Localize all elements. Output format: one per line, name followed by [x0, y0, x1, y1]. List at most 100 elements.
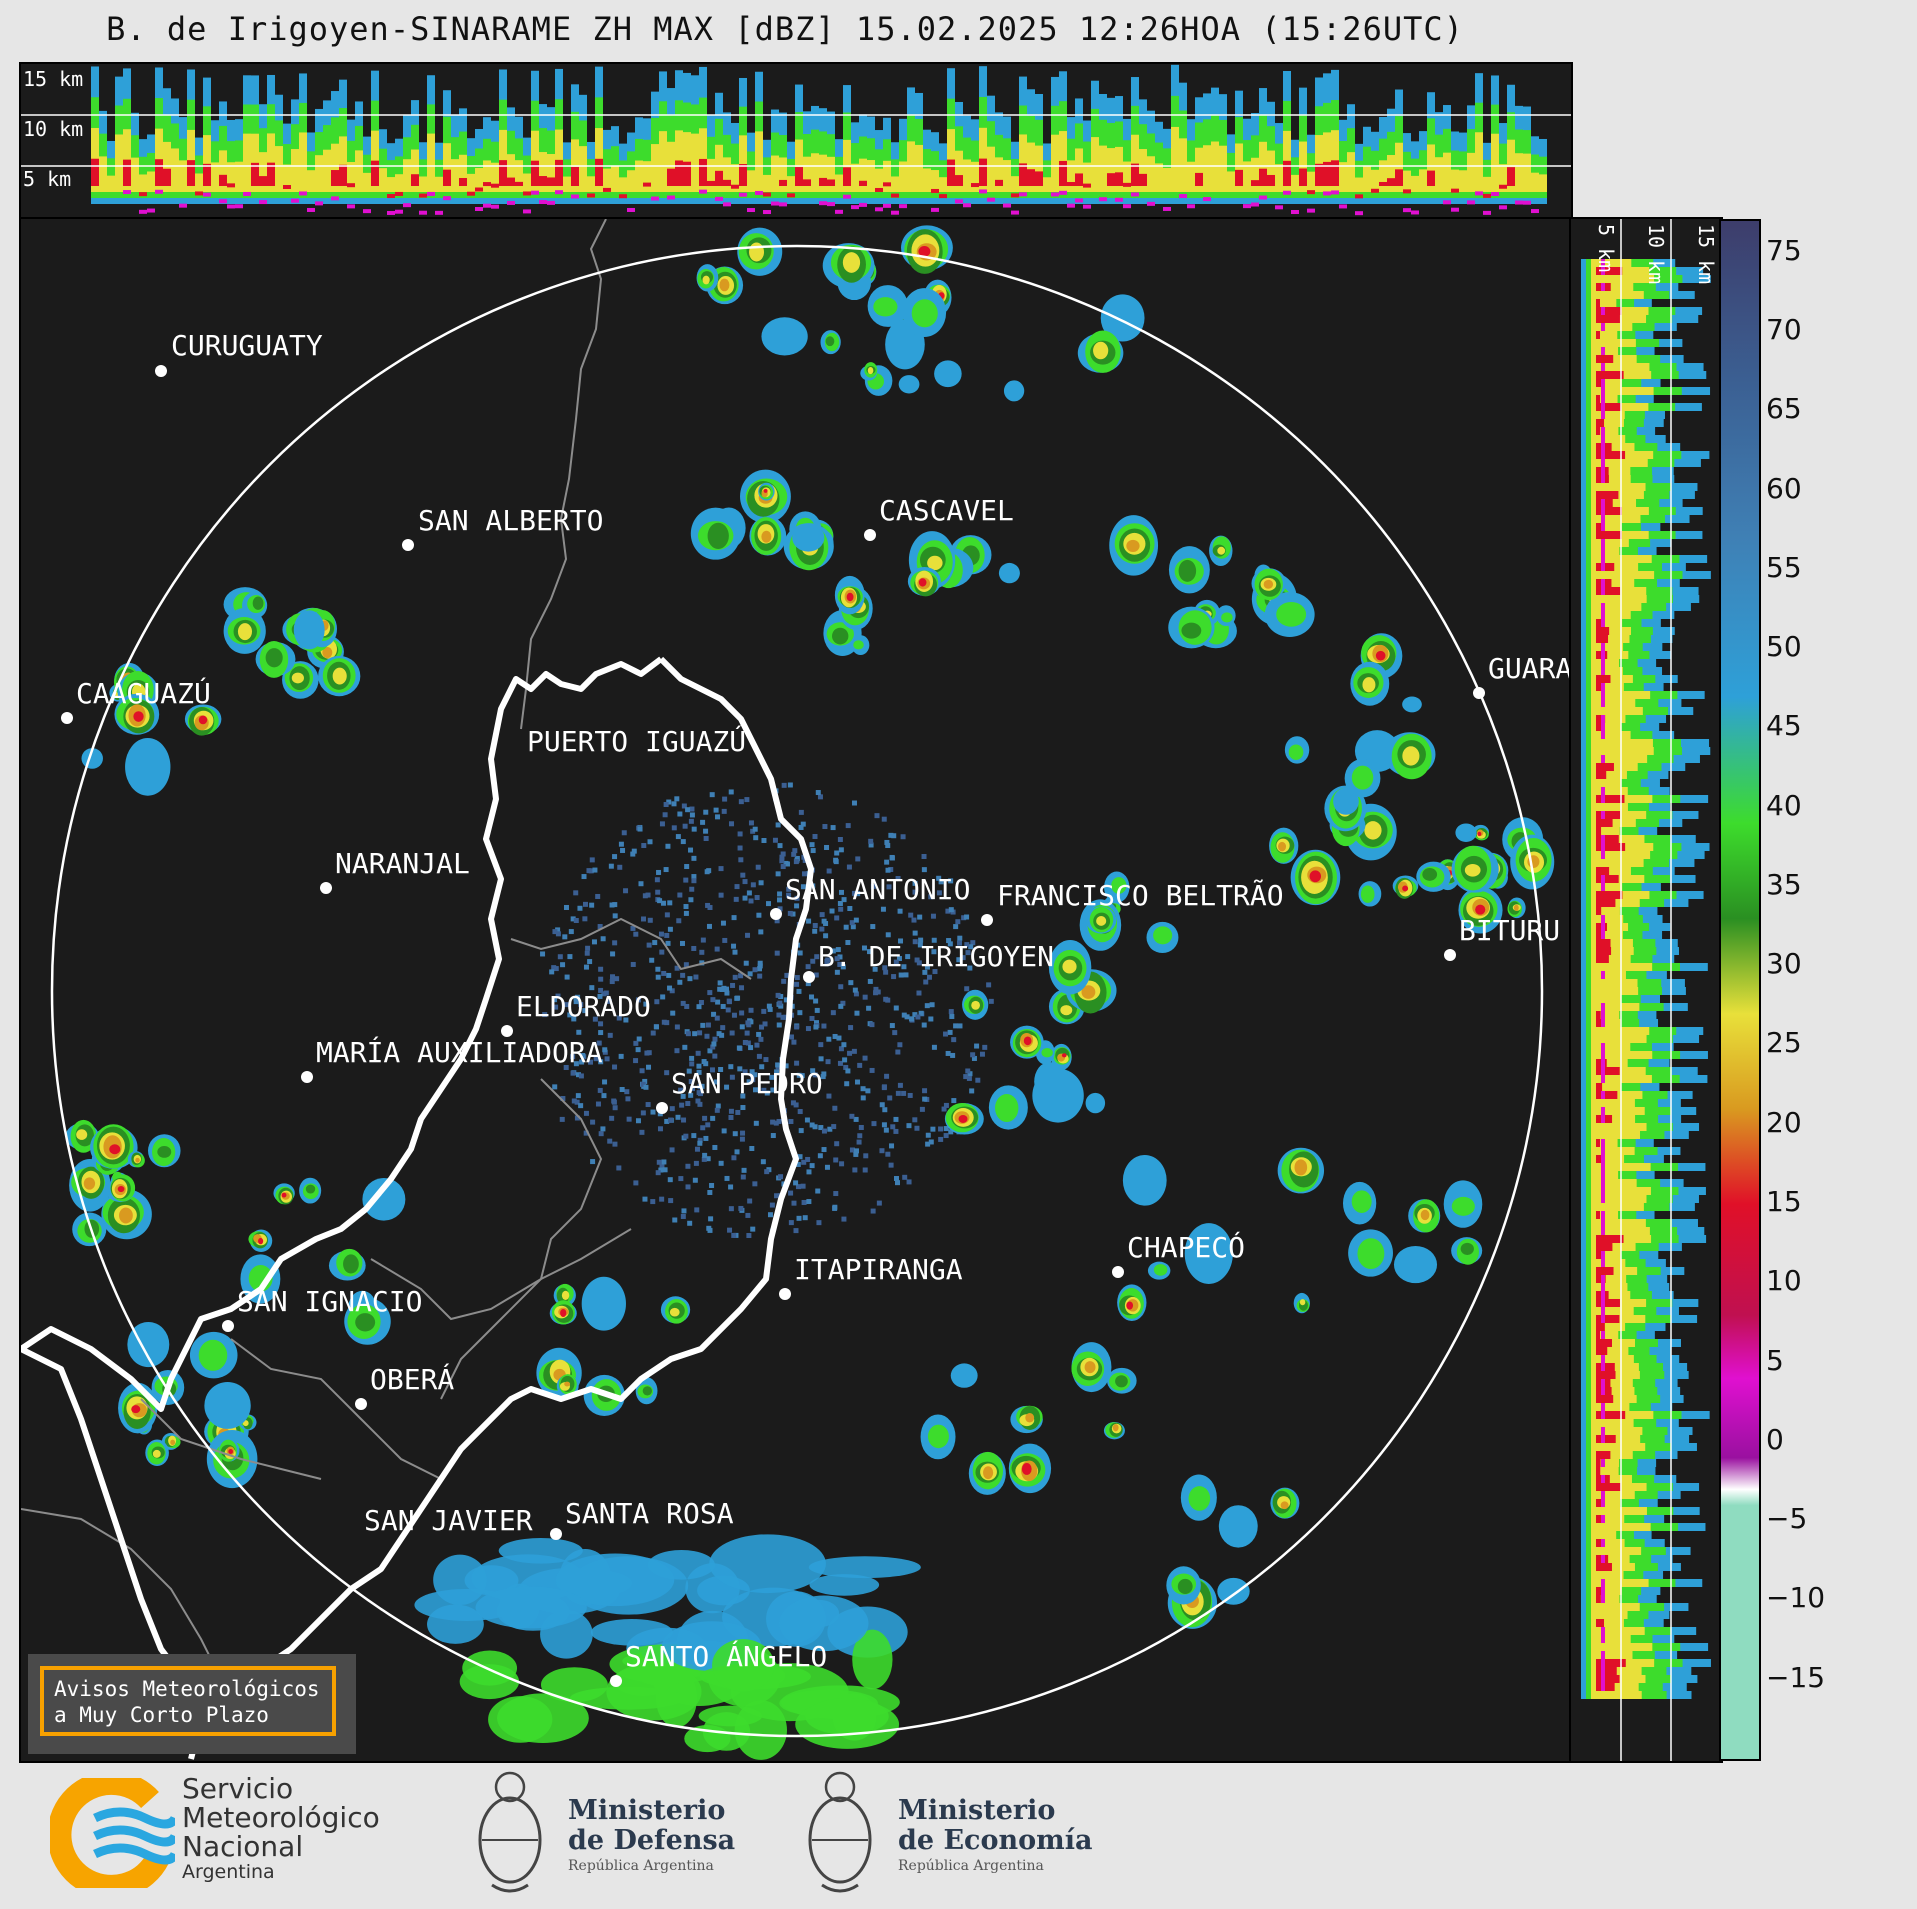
city-dot-bituru[interactable]	[1444, 949, 1456, 961]
top-echo-column	[1051, 134, 1059, 192]
stratiform-echo	[497, 1693, 589, 1743]
clutter-pixel	[772, 837, 778, 843]
top-echo-column	[1355, 194, 1363, 199]
radar-map[interactable]: CURUGUATY SAN ALBERTO CAAGUAZÚ CASCAVEL …	[19, 217, 1573, 1763]
clutter-pixel	[885, 867, 891, 873]
side-echo-row	[1591, 923, 1629, 931]
clutter-pixel	[948, 878, 954, 884]
clutter-pixel	[949, 1013, 955, 1019]
city-dot-guara[interactable]	[1473, 687, 1485, 699]
top-echo-column	[387, 194, 395, 199]
warning-box[interactable]: Avisos Meteorológicos a Muy Corto Plazo	[28, 1654, 356, 1754]
city-dot-naranjal[interactable]	[320, 882, 332, 894]
clutter-pixel	[740, 1174, 746, 1180]
side-echo-row	[1591, 723, 1622, 731]
top-echo-column	[1107, 148, 1115, 192]
clutter-pixel	[685, 1031, 691, 1037]
clutter-pixel	[564, 974, 570, 980]
clutter-pixel	[862, 994, 868, 1000]
clutter-pixel	[683, 877, 689, 883]
top-echo-column	[1251, 202, 1259, 207]
city-dot-eldorado[interactable]	[501, 1025, 513, 1037]
clutter-pixel	[854, 1148, 860, 1154]
clutter-pixel	[909, 1016, 915, 1022]
city-dot-itapiranga[interactable]	[779, 1288, 791, 1300]
clutter-pixel	[755, 864, 761, 870]
city-dot-san-antonio[interactable]	[770, 908, 782, 920]
clutter-pixel	[943, 1102, 949, 1108]
top-echo-column	[443, 196, 451, 201]
clutter-pixel	[750, 1226, 756, 1232]
top-echo-column	[219, 150, 227, 192]
top-echo-column	[1371, 169, 1379, 192]
clutter-pixel	[731, 1232, 737, 1238]
city-dot-san-alberto[interactable]	[402, 539, 414, 551]
clutter-pixel	[837, 1060, 843, 1066]
clutter-pixel	[647, 839, 653, 845]
top-echo-column	[803, 179, 811, 186]
side-echo-row	[1591, 699, 1636, 707]
city-dot-santo-angelo[interactable]	[610, 1675, 622, 1687]
echo-cell	[343, 1254, 359, 1274]
side-echo-row	[1591, 571, 1655, 579]
side-echo-row	[1591, 1243, 1636, 1251]
clutter-pixel	[661, 1159, 667, 1165]
defensa-line-3: República Argentina	[568, 1858, 714, 1874]
smn-line-2: Meteorológico	[182, 1801, 380, 1834]
city-dot-maria-auxiliadora[interactable]	[301, 1071, 313, 1083]
clutter-pixel	[812, 1072, 818, 1078]
clutter-pixel	[724, 990, 730, 996]
city-dot-cascavel[interactable]	[864, 529, 876, 541]
top-echo-column	[723, 202, 731, 207]
side-echo-row	[1591, 467, 1631, 475]
echo-cell	[1351, 1190, 1372, 1213]
top-echo-column	[347, 162, 355, 192]
echo-cell	[846, 592, 854, 602]
clutter-pixel	[598, 1021, 604, 1027]
side-echo-row	[1596, 1275, 1606, 1283]
clutter-pixel	[700, 819, 706, 825]
clutter-pixel	[795, 1161, 801, 1167]
top-echo-column	[1187, 204, 1195, 209]
city-dot-francisco-beltrao[interactable]	[981, 914, 993, 926]
side-echo-row	[1591, 475, 1631, 483]
clutter-pixel	[624, 1089, 630, 1095]
top-echo-column	[763, 174, 771, 192]
clutter-pixel	[845, 1068, 851, 1074]
side-echo-row	[1591, 1147, 1635, 1155]
clutter-pixel	[912, 939, 918, 945]
clutter-pixel	[767, 1006, 773, 1012]
clutter-pixel	[680, 972, 686, 978]
city-dot-san-pedro[interactable]	[656, 1102, 668, 1114]
clutter-pixel	[885, 932, 891, 938]
top-echo-column	[1451, 188, 1459, 193]
city-dot-curuguaty[interactable]	[155, 365, 167, 377]
clutter-pixel	[806, 918, 812, 924]
clutter-pixel	[691, 1133, 697, 1139]
city-dot-santa-rosa[interactable]	[550, 1528, 562, 1540]
side-echo-row	[1591, 1395, 1637, 1403]
clutter-pixel	[869, 1022, 875, 1028]
city-dot-caaguazu[interactable]	[61, 712, 73, 724]
top-echo-column	[1283, 160, 1291, 186]
clutter-pixel	[838, 847, 844, 853]
side-echo-row	[1591, 1259, 1626, 1267]
city-dot-b-de-irigoyen[interactable]	[803, 971, 815, 983]
city-dot-obera[interactable]	[355, 1398, 367, 1410]
clutter-pixel	[775, 822, 781, 828]
clutter-pixel	[719, 986, 725, 992]
top-echo-column	[771, 201, 779, 206]
top-echo-column	[787, 193, 795, 198]
top-echo-column	[603, 168, 611, 192]
city-dot-chapeco[interactable]	[1112, 1266, 1124, 1278]
clutter-pixel	[694, 1207, 700, 1213]
side-echo-row	[1596, 1411, 1626, 1419]
side-echo-row	[1601, 435, 1605, 443]
clutter-pixel	[882, 1107, 888, 1113]
city-label-obera: OBERÁ	[370, 1362, 454, 1396]
top-label-10km: 10 km	[23, 117, 83, 141]
clutter-pixel	[674, 796, 680, 802]
side-echo-row	[1591, 715, 1626, 723]
side-echo-row	[1601, 1459, 1605, 1467]
city-dot-san-ignacio[interactable]	[222, 1320, 234, 1332]
